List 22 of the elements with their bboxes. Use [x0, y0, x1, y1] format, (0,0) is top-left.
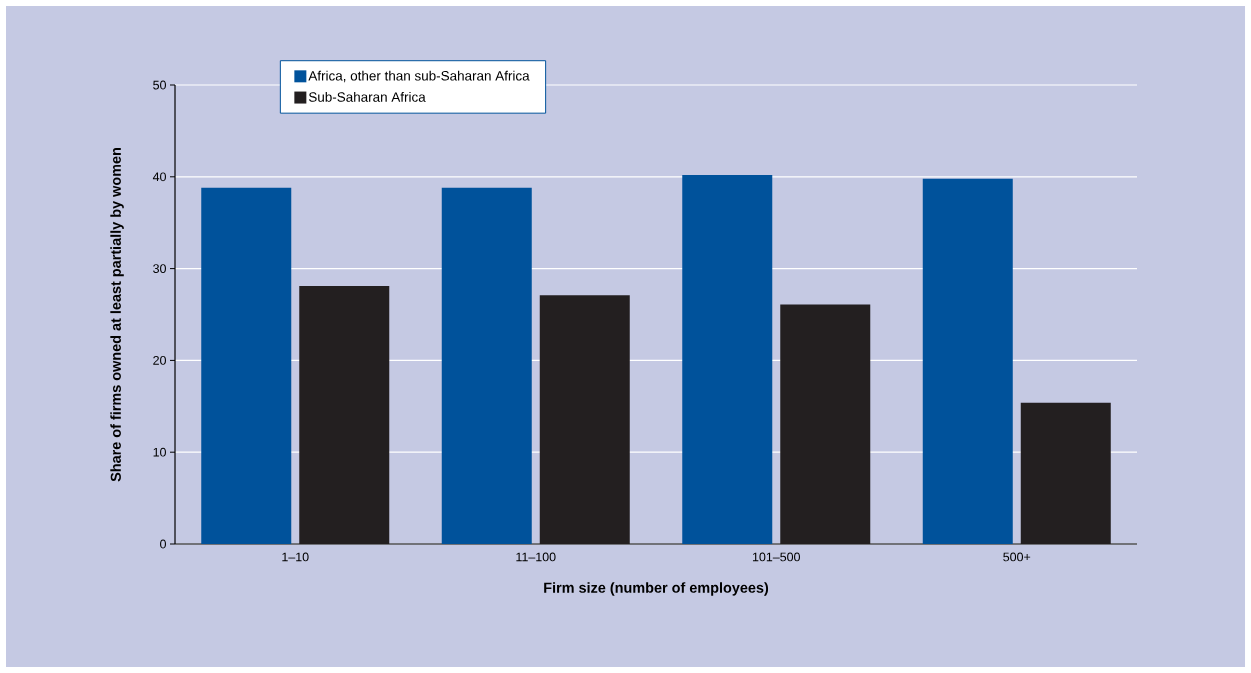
x-tick-label: 101–500: [752, 552, 800, 562]
bar: [1020, 402, 1111, 544]
bar: [922, 178, 1013, 544]
x-tick-label: 500+: [1003, 552, 1031, 562]
bar: [682, 174, 773, 544]
x-tick-label: 11–100: [516, 552, 556, 562]
x-axis-title: Firm size (number of employees): [544, 582, 769, 596]
y-axis-title: Share of firms owned at least partially by women: [110, 148, 124, 482]
bar: [780, 304, 871, 544]
bar: [299, 286, 390, 544]
legend-label: Africa, other than sub-Saharan Africa: [308, 70, 530, 83]
y-tick-label: 0: [160, 539, 166, 549]
y-tick-label: 10: [153, 447, 166, 457]
y-tick-label: 40: [152, 172, 166, 182]
bar: [201, 187, 292, 544]
y-tick-label: 30: [153, 264, 166, 274]
x-tick-label: 1–10: [282, 552, 309, 562]
bar: [441, 187, 532, 544]
y-tick-label: 20: [153, 356, 166, 365]
bar: [539, 295, 630, 544]
legend-label: Sub-Saharan Africa: [308, 91, 426, 102]
y-tick-label: 50: [153, 80, 166, 90]
